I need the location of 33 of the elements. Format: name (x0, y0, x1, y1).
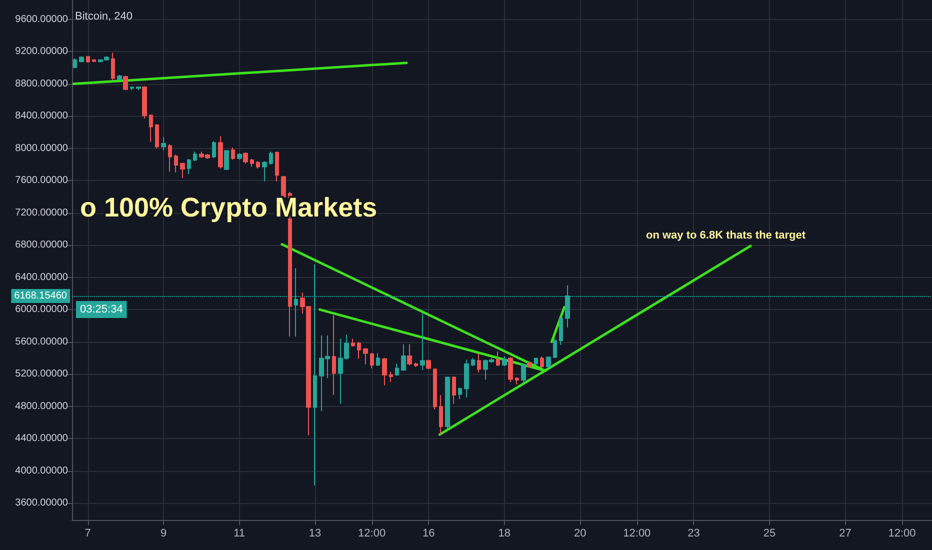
y-tick-label: 6000.00000 (15, 304, 68, 316)
x-tick-label: 7 (84, 528, 91, 540)
y-tick-label: 8800.00000 (15, 78, 68, 90)
x-tick-label: 27 (839, 528, 852, 540)
y-tick-label: 3600.00000 (15, 498, 68, 509)
x-tick-label: 23 (688, 528, 700, 540)
annotation: 03:25:34 (80, 304, 123, 316)
x-tick-label: 12:00 (358, 528, 386, 540)
x-tick-label: 25 (763, 528, 776, 540)
y-tick-label: 8400.00000 (15, 110, 68, 122)
y-tick-label: 5200.00000 (15, 368, 68, 380)
y-tick-label: 4800.00000 (15, 400, 68, 412)
text: Bitcoin, 240 (75, 10, 132, 22)
y-tick-label: 7600.00000 (15, 175, 68, 186)
x-tick-label: 20 (574, 528, 586, 540)
y-tick-label: 9600.00000 (15, 14, 68, 25)
y-tick-label: 5600.00000 (15, 336, 68, 348)
x-tick-label: 12:00 (623, 528, 651, 540)
x-tick-label: 11 (234, 528, 245, 540)
y-tick-label: 7200.00000 (15, 207, 68, 218)
ref-line-label: 6168.15460 (14, 290, 68, 302)
x-tick-label: 12:00 (888, 528, 916, 540)
y-tick-label: 9200.00000 (15, 46, 68, 58)
annotation: on way to 6.8K thats the target (646, 230, 806, 242)
x-tick-label: 9 (160, 528, 167, 540)
x-tick-label: 18 (498, 528, 510, 540)
y-tick-label: 6800.00000 (15, 240, 68, 251)
y-tick-label: 8000.00000 (15, 142, 68, 154)
x-tick-label: 13 (308, 528, 322, 540)
x-tick-label: 16 (422, 528, 435, 540)
y-tick-label: 4000.00000 (15, 465, 68, 476)
y-tick-label: 6400.00000 (15, 272, 68, 283)
y-tick-label: 4400.00000 (15, 433, 68, 444)
